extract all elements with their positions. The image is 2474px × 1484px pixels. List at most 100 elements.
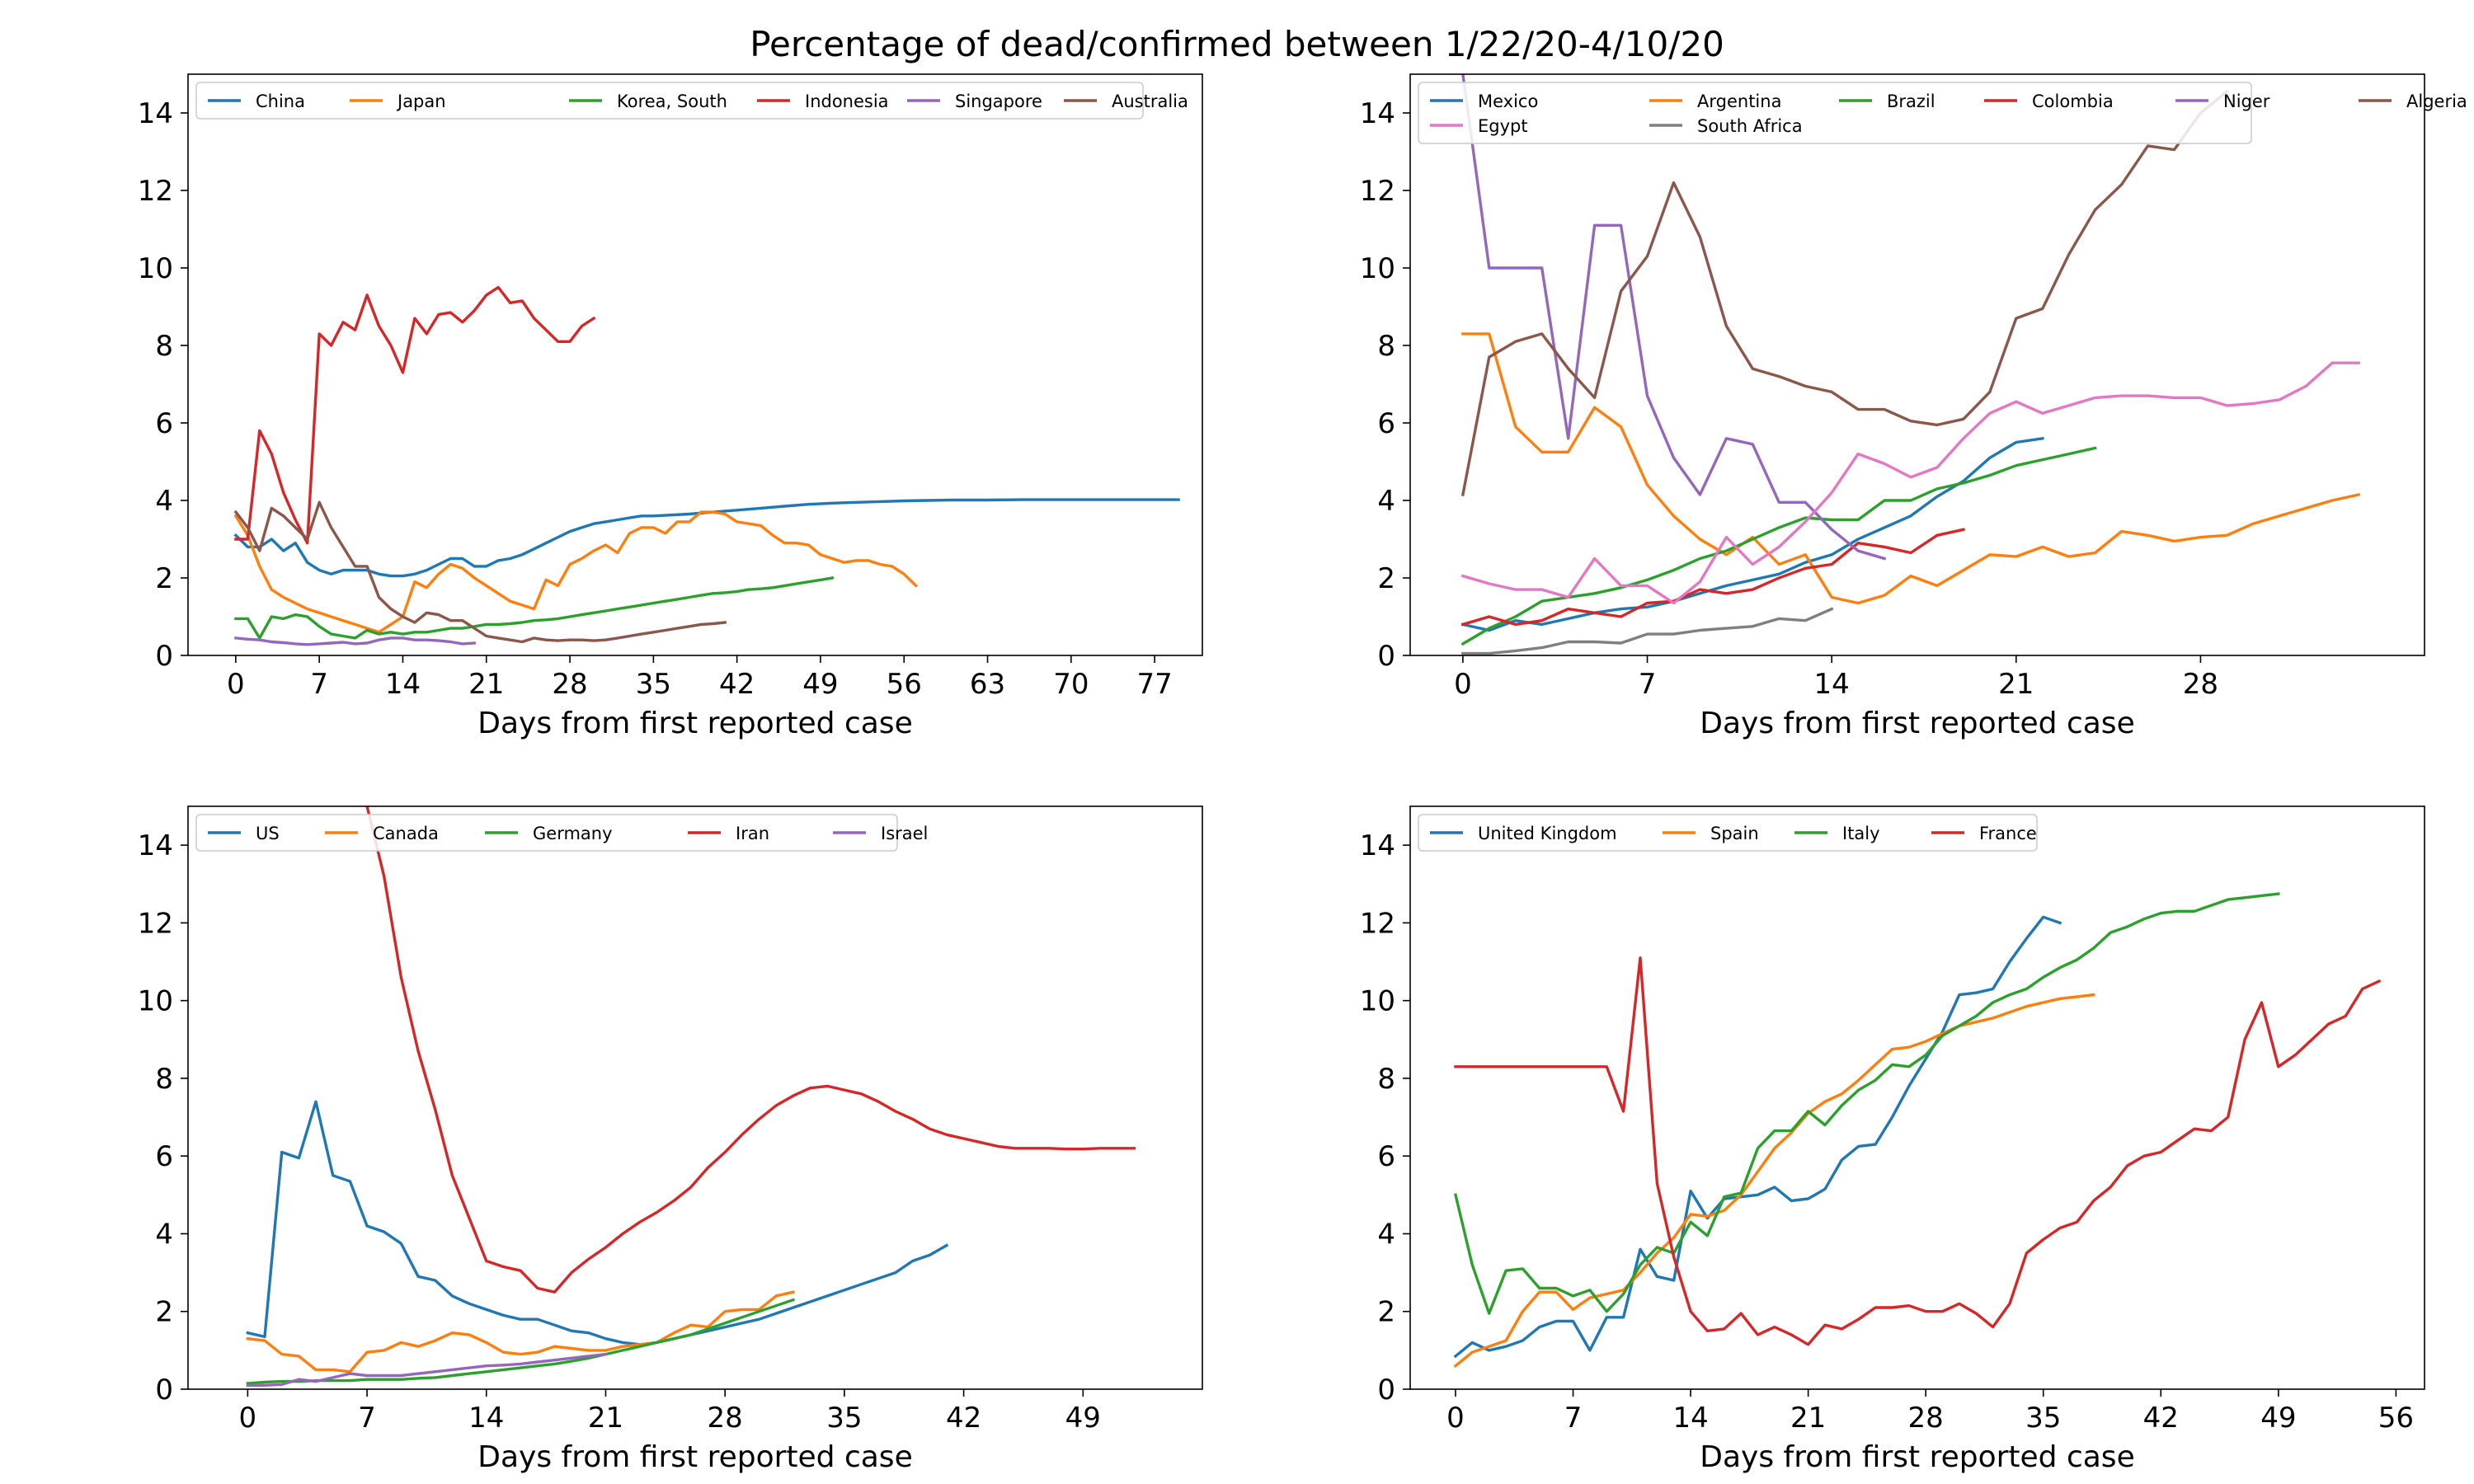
series-line-indonesia	[234, 285, 596, 545]
y-tick-label: 0	[1377, 640, 1395, 673]
legend-entry: Argentina	[1649, 92, 1781, 111]
x-axis-label: Days from first reported case	[477, 1440, 912, 1474]
x-tick-label: 0	[1454, 668, 1472, 701]
series-line-singapore	[234, 636, 477, 646]
x-axis-label: Days from first reported case	[1700, 1440, 2134, 1474]
subplot-1: 0 7 14 21 28 35 42 49 56 63 70 77 0 2 4 6 8 10 12 14 Days fr…	[138, 73, 1203, 740]
legend-box	[195, 82, 1144, 120]
legend-label: Argentina	[1697, 92, 1781, 111]
legend-entry: Egypt	[1430, 116, 1528, 136]
series-line-argentina	[1461, 332, 2361, 605]
legend-label: Germany	[533, 824, 613, 843]
legend: US Canada Germany Iran Israel	[195, 814, 928, 852]
series-line-japan	[233, 510, 919, 634]
subplot-2: 0 7 14 21 28 0 2 4 6 8 10 12 14 Days from first repor…	[1360, 73, 2467, 740]
y-tick-label: 6	[1377, 1140, 1395, 1173]
series-group	[233, 285, 1180, 646]
series-line-iran	[365, 806, 1136, 1294]
y-tick-label: 14	[1360, 829, 1395, 862]
x-tick-label: 42	[946, 1402, 981, 1435]
axes-frame	[1409, 73, 2425, 656]
x-tick-label: 28	[1908, 1402, 1944, 1435]
y-tick-label: 4	[1377, 1218, 1395, 1251]
series-group	[1460, 74, 2361, 655]
x-tick-label: 77	[1136, 668, 1172, 701]
legend-label: Brazil	[1887, 92, 1935, 111]
y-tick-label: 12	[138, 907, 173, 940]
series-line-egypt	[1460, 361, 2360, 605]
x-tick-label: 7	[310, 668, 328, 701]
legend: China Japan Korea, South Indonesia Singapore…	[195, 82, 1188, 120]
series-line-algeria	[1460, 89, 2229, 496]
legend-label: Korea, South	[617, 92, 727, 111]
y-tick-label: 0	[155, 1374, 173, 1407]
x-tick-label: 35	[2025, 1402, 2061, 1435]
legend-entry: Niger	[2175, 92, 2270, 111]
y-tick-label: 14	[138, 829, 173, 862]
legend-entry: Brazil	[1839, 92, 1935, 111]
legend-label: Italy	[1842, 824, 1880, 843]
y-tick-label: 14	[1360, 97, 1395, 130]
x-tick-label: 42	[719, 668, 755, 701]
y-tick-label: 8	[1377, 1063, 1395, 1096]
x-tick-label: 63	[970, 668, 1005, 701]
x-tick-label: 21	[468, 668, 504, 701]
x-tick-label: 21	[588, 1402, 623, 1435]
y-tick-label: 2	[1377, 562, 1395, 595]
y-tick-label: 6	[155, 1140, 173, 1173]
x-tick-label: 28	[2183, 668, 2218, 701]
y-tick-label: 2	[155, 562, 173, 595]
x-tick-label: 49	[802, 668, 838, 701]
axes-frame	[1409, 805, 2425, 1390]
x-tick-label: 56	[2378, 1402, 2414, 1435]
series-line-spain	[1453, 993, 2095, 1369]
legend-label: Spain	[1710, 824, 1759, 843]
y-tick-label: 2	[1377, 1296, 1395, 1329]
x-tick-label: 35	[826, 1402, 862, 1435]
legend: United Kingdom Spain Italy France	[1418, 814, 2038, 852]
legend-entry: Spain	[1663, 824, 1759, 843]
legend-entry: US	[208, 824, 280, 843]
series-line-korea-south	[234, 576, 835, 640]
y-tick-label: 10	[1360, 985, 1395, 1018]
legend-entry: China	[208, 92, 305, 111]
y-tick-label: 4	[1377, 485, 1395, 518]
legend-entry: Korea, South	[569, 92, 727, 111]
legend-entry: Canada	[325, 824, 439, 843]
series-line-israel	[246, 1352, 608, 1388]
series-line-australia	[233, 500, 727, 644]
legend-entry: France	[1931, 824, 2037, 843]
legend-label: US	[256, 824, 280, 843]
y-tick-label: 6	[155, 407, 173, 440]
x-tick-label: 0	[239, 1402, 257, 1435]
legend-box	[1418, 82, 2252, 144]
y-tick-label: 14	[138, 97, 173, 130]
series-line-united-kingdom	[1453, 915, 2062, 1359]
legend-entry: Singapore	[907, 92, 1042, 111]
legend-label: Canada	[373, 824, 439, 843]
figure-title: Percentage of dead/confirmed between 1/2…	[750, 24, 1724, 64]
x-tick-label: 14	[1672, 1402, 1708, 1435]
y-tick-label: 4	[155, 485, 173, 518]
legend-entry: Italy	[1794, 824, 1880, 843]
x-tick-label: 7	[1564, 1402, 1583, 1435]
legend-entry: Iran	[688, 824, 769, 843]
legend-label: Colombia	[2032, 92, 2114, 111]
legend-label: United Kingdom	[1478, 824, 1617, 843]
x-tick-label: 49	[1065, 1402, 1101, 1435]
x-tick-label: 35	[636, 668, 671, 701]
legend-box	[195, 814, 898, 852]
legend-entry: Japan	[350, 92, 446, 111]
legend-label: Japan	[396, 92, 446, 111]
x-tick-label: 28	[552, 668, 587, 701]
legend-label: Algeria	[2406, 92, 2467, 111]
legend-entry: Indonesia	[757, 92, 889, 111]
legend-label: Australia	[1112, 92, 1188, 111]
legend-entry: Germany	[485, 824, 613, 843]
legend-entry: Australia	[1064, 92, 1188, 111]
x-tick-label: 56	[887, 668, 922, 701]
y-tick-label: 2	[155, 1296, 173, 1329]
